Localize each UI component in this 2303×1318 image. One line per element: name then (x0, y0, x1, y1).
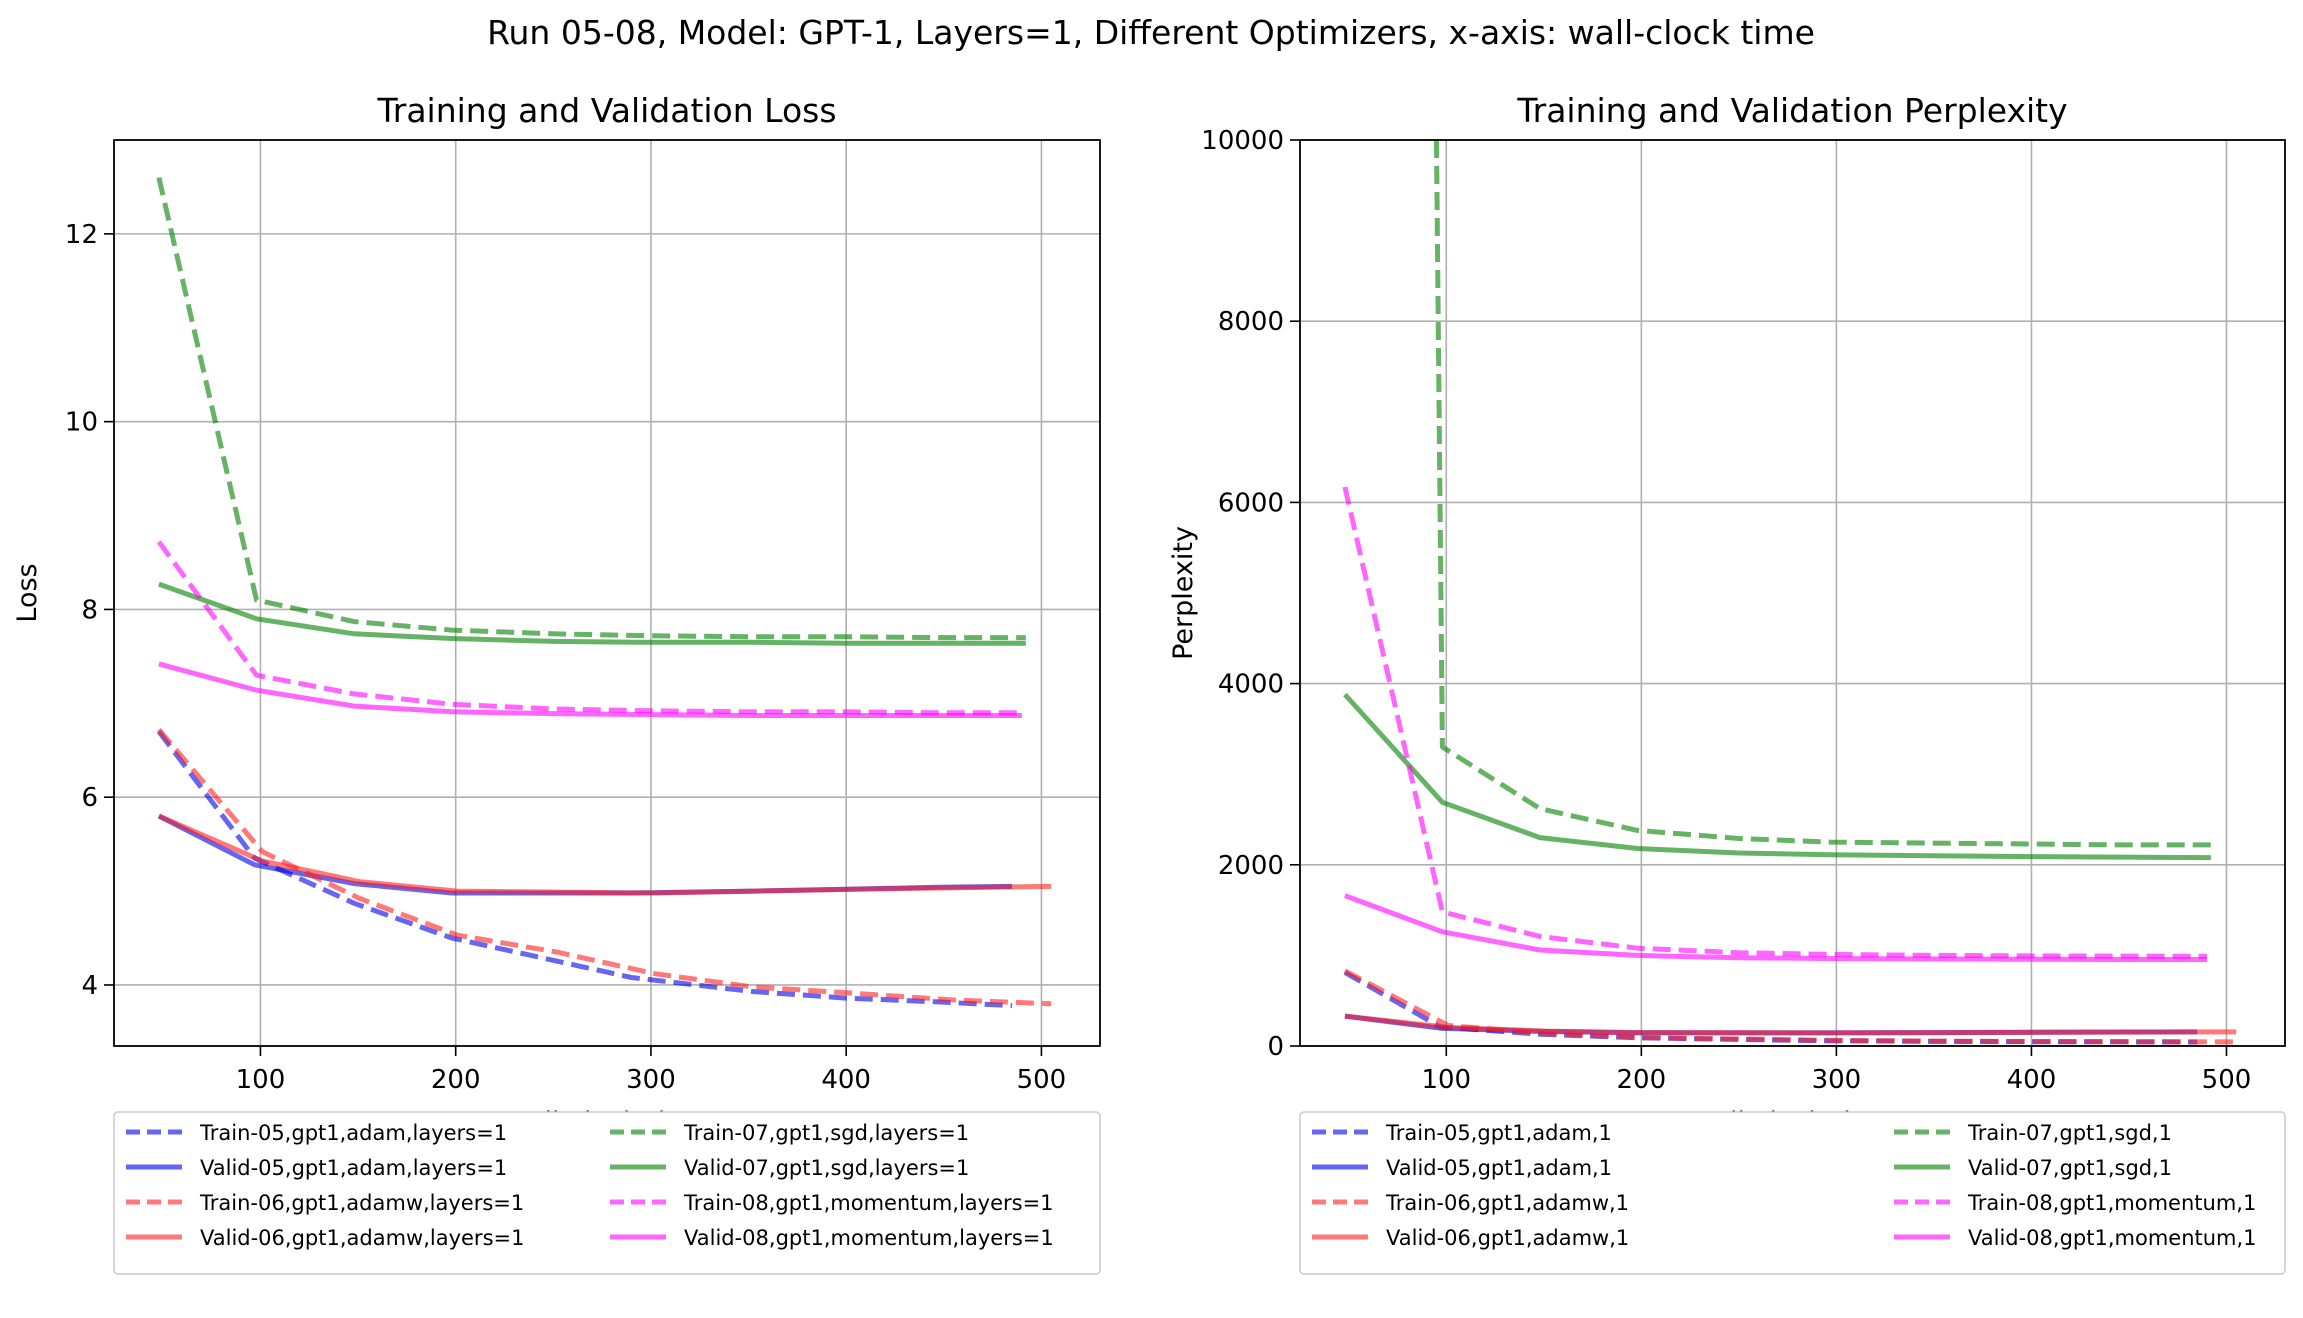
series-line-3 (156, 727, 1052, 1007)
series-line-4 (1344, 1013, 2237, 1036)
series-line-6 (158, 581, 1026, 646)
y-tick-label: 6000 (1218, 488, 1284, 518)
legend-entry-1: Train-05,gpt1,adam,1 (1385, 1121, 1612, 1145)
x-tick-label: 300 (1812, 1065, 1862, 1095)
series-line-7 (156, 540, 1022, 716)
legend-entry-2: Valid-05,gpt1,adam,1 (1386, 1156, 1612, 1180)
legend-entry-8: Valid-08,gpt1,momentum,layers=1 (684, 1226, 1054, 1250)
x-tick-label: 300 (626, 1065, 676, 1095)
legend-entry-7: Train-08,gpt1,momentum,layers=1 (683, 1191, 1054, 1215)
legend: Train-05,gpt1,adam,layers=1 Valid-05,gpt1… (113, 1111, 1101, 1275)
legend-box (113, 1111, 1101, 1275)
legend-entry-1: Train-05,gpt1,adam,layers=1 (199, 1121, 507, 1145)
series-line-5 (156, 177, 1026, 641)
x-tick-label: 100 (1421, 1065, 1471, 1095)
series-line-7 (1342, 486, 2208, 959)
y-tick-label: 4 (81, 971, 98, 1001)
series-group (156, 177, 1052, 1009)
legend: Train-05,gpt1,adam,1 Valid-05,gpt1,adam,1… (1299, 1111, 2286, 1275)
chart-title: Training and Validation Loss (376, 91, 836, 130)
y-tick-label: 6 (81, 783, 98, 813)
loss-chart: Training and Validation Loss 100 200 300 400… (12, 91, 1101, 1275)
legend-entry-6: Valid-07,gpt1,sgd,layers=1 (684, 1156, 969, 1180)
legend-entry-3: Train-06,gpt1,adamw,layers=1 (199, 1191, 524, 1215)
series-line-4 (157, 813, 1052, 896)
chart-title: Training and Validation Perplexity (1516, 91, 2067, 130)
legend-entry-8: Valid-08,gpt1,momentum,1 (1968, 1226, 2257, 1250)
legend-entry-3: Train-06,gpt1,adamw,1 (1385, 1191, 1629, 1215)
figure-title: Run 05-08, Model: GPT-1, Layers=1, Diffe… (487, 13, 1815, 52)
series-line-8 (1344, 893, 2207, 962)
plot-frame (113, 139, 1101, 1047)
x-tick-label: 400 (821, 1065, 871, 1095)
y-tick-label: 12 (65, 220, 98, 250)
series-line-8 (158, 661, 1022, 718)
x-tick-label: 100 (236, 1065, 286, 1095)
legend-entry-4: Valid-06,gpt1,adamw,1 (1386, 1226, 1629, 1250)
legend-entry-6: Valid-07,gpt1,sgd,1 (1968, 1156, 2172, 1180)
x-tick-label: 200 (1617, 1065, 1667, 1095)
legend-entry-4: Valid-06,gpt1,adamw,layers=1 (200, 1226, 524, 1250)
series-group (1342, 140, 2237, 1045)
x-tick-label: 500 (1017, 1065, 1067, 1095)
y-tick-label: 10 (65, 408, 98, 438)
y-tick-label: 4000 (1218, 670, 1284, 700)
x-tick-label: 400 (2007, 1065, 2057, 1095)
x-tick-label: 200 (431, 1065, 481, 1095)
x-tick-label: 500 (2202, 1065, 2252, 1095)
plot-frame (1299, 139, 2286, 1047)
series-line-5 (1434, 140, 2211, 848)
legend-entry-5: Train-07,gpt1,sgd,1 (1967, 1121, 2172, 1145)
y-tick-label: 8000 (1218, 307, 1284, 337)
legend-entry-2: Valid-05,gpt1,adam,layers=1 (200, 1156, 507, 1180)
y-tick-label: 2000 (1218, 851, 1284, 881)
y-axis-label: Perplexity (1168, 526, 1199, 660)
perplexity-chart: Training and Validation Perplexity 100 200… (1168, 91, 2286, 1275)
y-tick-label: 0 (1267, 1032, 1284, 1062)
legend-box (1299, 1111, 2286, 1275)
legend-entry-5: Train-07,gpt1,sgd,layers=1 (683, 1121, 969, 1145)
legend-entry-7: Train-08,gpt1,momentum,1 (1967, 1191, 2256, 1215)
y-tick-label: 8 (81, 595, 98, 625)
series-line-6 (1343, 692, 2211, 861)
y-axis-label: Loss (12, 563, 43, 622)
y-tick-label: 10000 (1201, 126, 1284, 156)
